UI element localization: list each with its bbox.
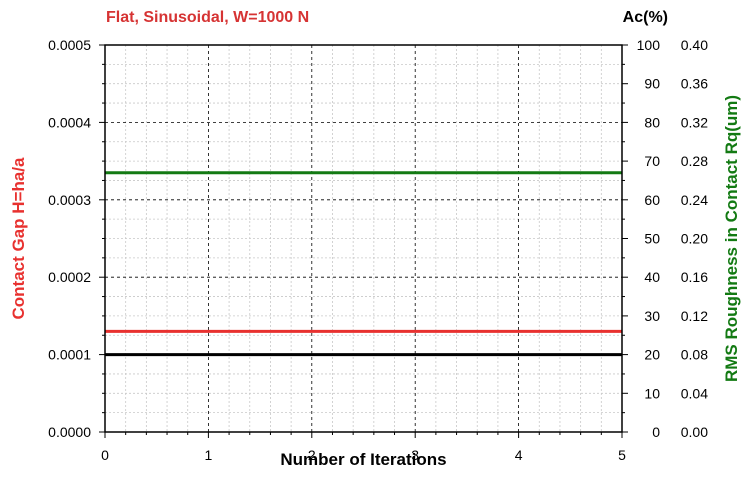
left-y-tick-label: 0.0003 [48, 192, 91, 208]
ac-tick-label: 20 [644, 347, 660, 363]
series-layer [105, 171, 622, 357]
left-y-tick-label: 0.0000 [48, 424, 91, 440]
x-axis-label: Number of Iterations [280, 450, 446, 469]
rq-tick-label: 0.40 [681, 37, 708, 53]
right-y-axis-label: RMS Roughness in Contact Rq(um) [722, 95, 741, 382]
x-tick-label: 2 [308, 447, 316, 463]
ac-axis-title: Ac(%) [623, 9, 668, 26]
rq-tick-label: 0.28 [681, 153, 708, 169]
ac-tick-label: 50 [644, 231, 660, 247]
rq-tick-label: 0.04 [681, 385, 708, 401]
ac-tick-label: 80 [644, 114, 660, 130]
x-tick-label: 0 [101, 447, 109, 463]
x-tick-label: 5 [618, 447, 626, 463]
ac-tick-label: 10 [644, 385, 660, 401]
x-tick-label: 1 [205, 447, 213, 463]
left-y-tick-label: 0.0001 [48, 347, 91, 363]
ac-tick-label: 90 [644, 76, 660, 92]
ac-tick-label: 40 [644, 269, 660, 285]
rq-tick-label: 0.00 [681, 424, 708, 440]
x-tick-label: 3 [411, 447, 419, 463]
left-y-axis-label: Contact Gap H=ha/a [9, 157, 28, 320]
rq-tick-label: 0.32 [681, 114, 708, 130]
left-y-tick-label: 0.0005 [48, 37, 91, 53]
x-tick-label: 4 [515, 447, 523, 463]
rq-tick-label: 0.24 [681, 192, 708, 208]
rq-tick-label: 0.36 [681, 76, 708, 92]
chart-title: Flat, Sinusoidal, W=1000 N [106, 9, 309, 26]
ac-tick-label: 100 [637, 37, 661, 53]
rq-tick-label: 0.12 [681, 308, 708, 324]
ac-tick-label: 0 [652, 424, 660, 440]
ticks: 0 1 2 3 4 5 0.0000 0.0001 0.0002 0.0003 0.0004 0.00… [48, 37, 708, 463]
ac-tick-label: 60 [644, 192, 660, 208]
left-y-tick-label: 0.0002 [48, 269, 91, 285]
left-y-tick-label: 0.0004 [48, 114, 91, 130]
rq-tick-label: 0.08 [681, 347, 708, 363]
rq-tick-label: 0.20 [681, 231, 708, 247]
ac-tick-label: 70 [644, 153, 660, 169]
ac-tick-label: 30 [644, 308, 660, 324]
rq-tick-label: 0.16 [681, 269, 708, 285]
grid [105, 45, 622, 432]
